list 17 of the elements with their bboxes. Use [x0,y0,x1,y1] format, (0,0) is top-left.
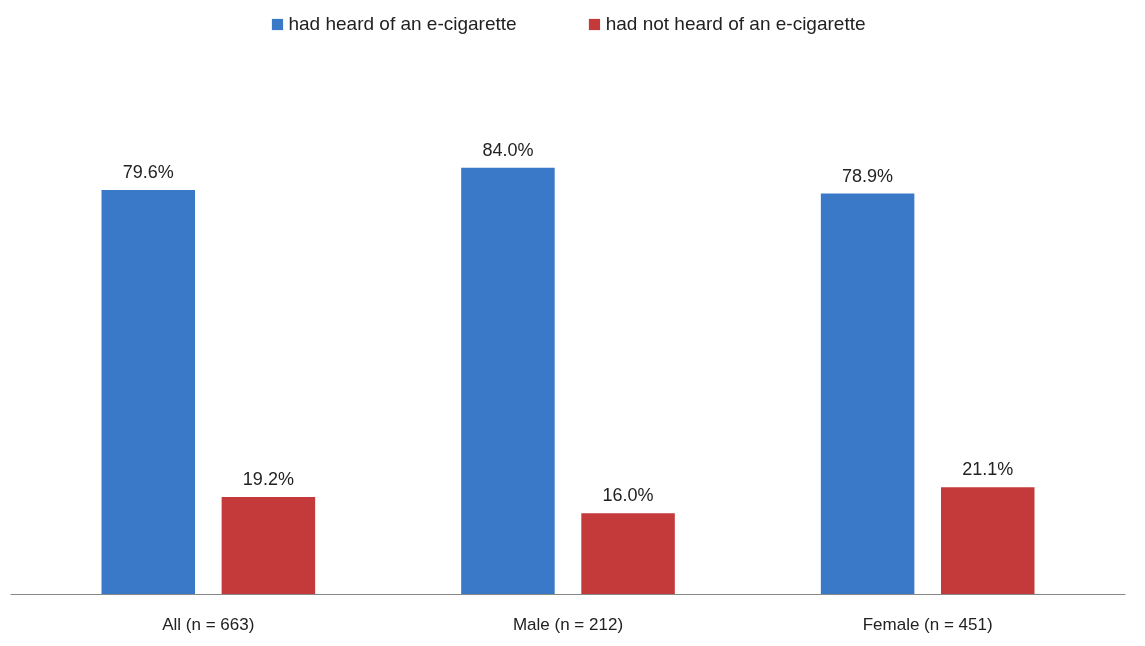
bar [820,193,915,595]
x-tick-label: All (n = 663) [162,614,255,634]
data-label: 19.2% [242,468,294,489]
data-label: 21.1% [962,459,1014,480]
bar [101,190,196,595]
data-label: 79.6% [122,162,174,183]
bar [221,496,316,595]
data-label: 78.9% [842,165,894,186]
x-tick-label: Female (n = 451) [862,614,993,634]
bar [940,487,1035,595]
bar [581,513,675,595]
legend-label: had heard of an e-cigarette [288,13,517,35]
legend-label: had not heard of an e-cigarette [605,13,866,35]
x-tick-label: Male (n = 212) [512,614,624,634]
data-label: 84.0% [482,139,534,160]
data-label: 16.0% [602,485,654,506]
bar [461,167,555,595]
